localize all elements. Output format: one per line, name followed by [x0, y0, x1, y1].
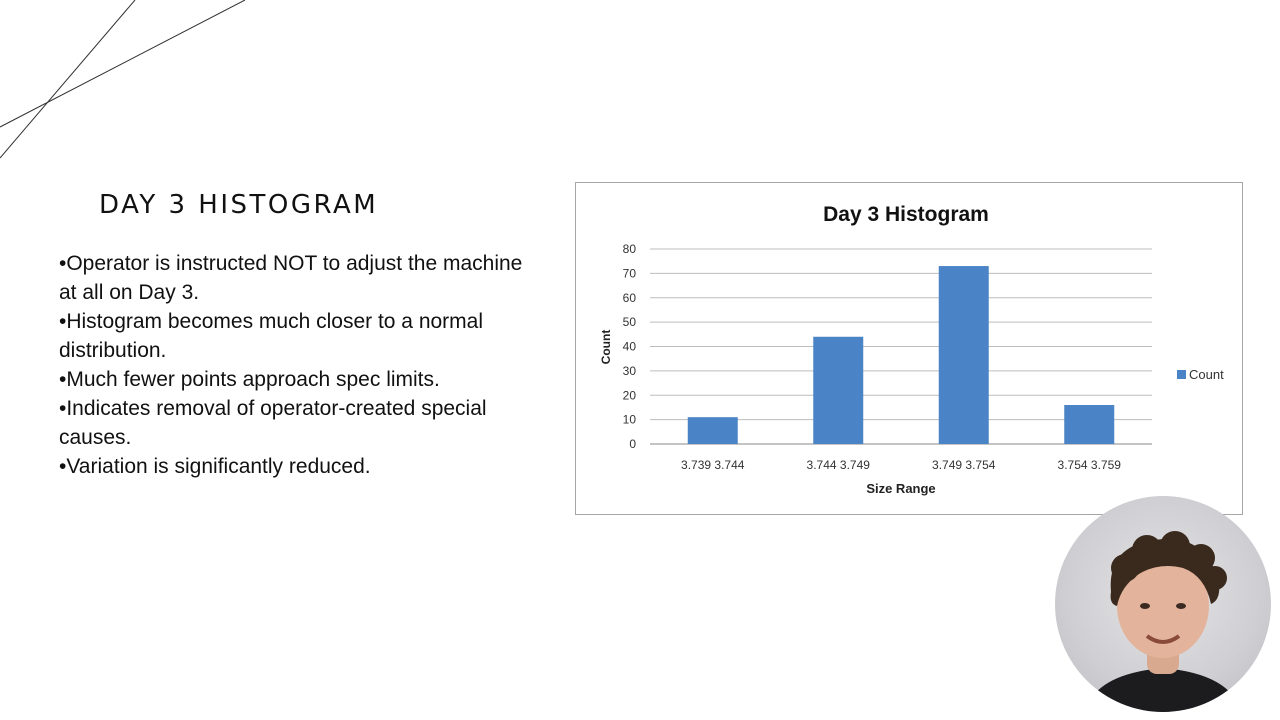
y-tick-label: 50: [623, 315, 637, 329]
y-tick-label: 80: [623, 242, 637, 256]
bullet-list: •Operator is instructed NOT to adjust th…: [59, 249, 529, 481]
presenter-webcam-icon: [1055, 496, 1271, 712]
bar: [938, 266, 989, 444]
x-tick-label: 3.754 3.759: [1058, 458, 1122, 472]
y-tick-label: 30: [623, 364, 637, 378]
bullet-item: •Much fewer points approach spec limits.: [59, 368, 440, 391]
legend-swatch: [1177, 370, 1186, 379]
bullet-item: •Indicates removal of operator-created s…: [59, 397, 487, 449]
x-tick-label: 3.744 3.749: [807, 458, 871, 472]
y-tick-label: 40: [623, 340, 637, 354]
bar: [1064, 405, 1115, 444]
presenter-avatar-icon: [1085, 531, 1241, 712]
x-tick-label: 3.739 3.744: [681, 458, 745, 472]
decorative-lines: [0, 0, 246, 159]
x-tick-label: 3.749 3.754: [932, 458, 996, 472]
y-tick-label: 60: [623, 291, 637, 305]
y-axis-label: Count: [599, 330, 613, 365]
y-tick-label: 70: [623, 266, 637, 280]
legend-label: Count: [1189, 367, 1224, 382]
chart-frame: Day 3 Histogram Size Range Count 0 10 20 30…: [575, 182, 1243, 515]
histogram-chart: Day 3 Histogram Size Range Count 0 10 20 30…: [599, 203, 1224, 496]
slide-title: DAY 3 HISTOGRAM: [99, 190, 379, 220]
bullet-item: •Variation is significantly reduced.: [59, 455, 371, 478]
bullet-item: •Operator is instructed NOT to adjust th…: [59, 252, 523, 304]
y-tick-label: 10: [623, 413, 637, 427]
x-axis-label: Size Range: [866, 481, 935, 496]
bar: [687, 417, 738, 444]
chart-title: Day 3 Histogram: [823, 203, 989, 226]
bar: [813, 336, 864, 444]
bullet-item: •Histogram becomes much closer to a norm…: [59, 310, 484, 362]
y-tick-label: 0: [629, 437, 636, 451]
y-tick-label: 20: [623, 388, 637, 402]
